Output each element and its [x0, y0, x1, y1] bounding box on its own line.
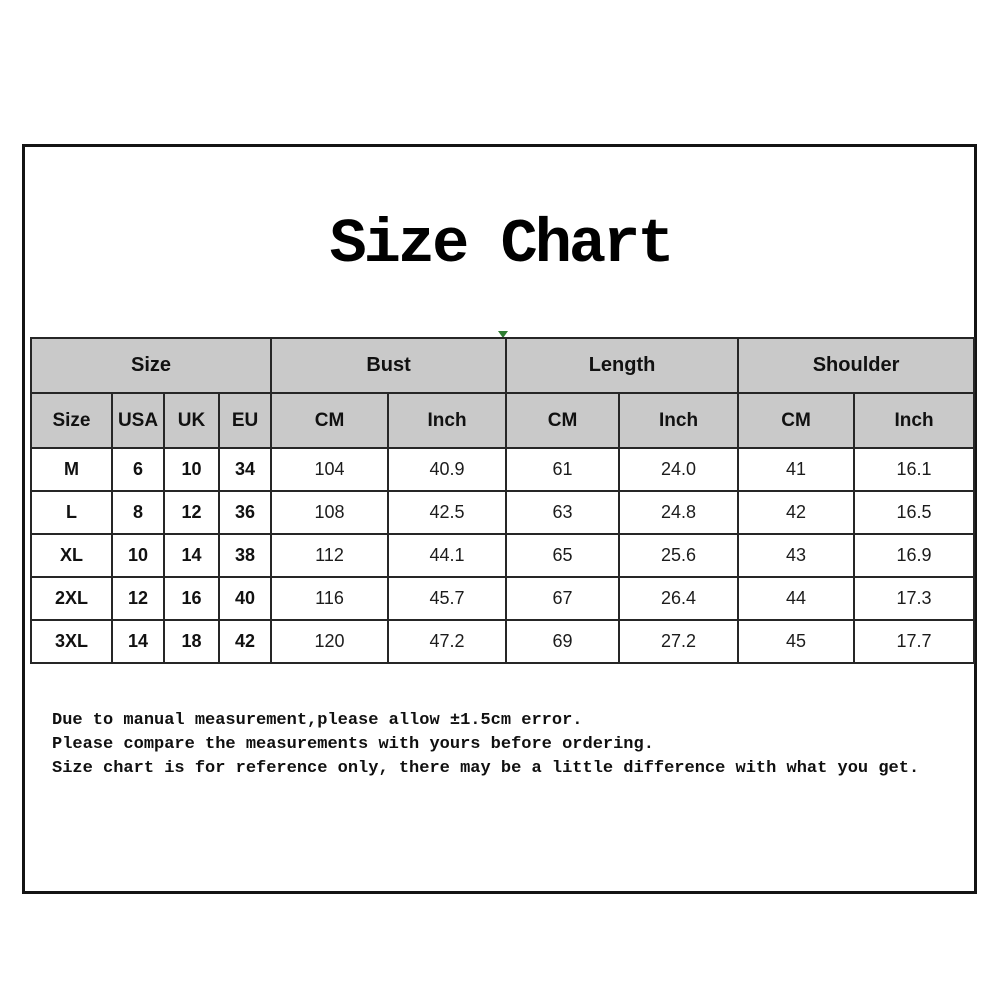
table-cell: 67 — [505, 576, 621, 621]
table-row-2xl: 2XL 12 16 40 116 45.7 67 26.4 44 17.3 — [30, 576, 976, 621]
table-row-xl: XL 10 14 38 112 44.1 65 25.6 43 16.9 — [30, 533, 976, 578]
note-line-2: Please compare the measurements with you… — [52, 735, 654, 754]
table-cell: 69 — [505, 619, 621, 664]
size-label-cell: XL — [30, 533, 113, 578]
subheader-eu: EU — [217, 392, 273, 449]
table-cell: 17.7 — [853, 619, 976, 664]
table-cell: 44.1 — [387, 533, 508, 578]
table-cell: 108 — [270, 490, 390, 535]
table-cell: 41 — [737, 447, 856, 492]
subheader-shoulder-cm: CM — [737, 392, 856, 449]
size-label-cell: M — [30, 447, 113, 492]
table-cell: 43 — [737, 533, 856, 578]
size-label-cell: 3XL — [30, 619, 113, 664]
subheader-size: Size — [30, 392, 113, 449]
table-cell: 65 — [505, 533, 621, 578]
table-cell: 45.7 — [387, 576, 508, 621]
group-header-size: Size — [29, 337, 273, 394]
table-cell: 24.0 — [618, 447, 740, 492]
table-cell: 10 — [111, 533, 165, 578]
group-header-shoulder: Shoulder — [737, 337, 976, 394]
table-cell: 42 — [737, 490, 856, 535]
table-cell: 40 — [217, 576, 273, 621]
subheader-usa: USA — [111, 392, 165, 449]
table-cell: 27.2 — [618, 619, 740, 664]
table-cell: 26.4 — [618, 576, 740, 621]
table-cell: 36 — [217, 490, 273, 535]
subheader-uk: UK — [163, 392, 220, 449]
table-cell: 12 — [163, 490, 220, 535]
measurement-notes: Due to manual measurement,please allow ±… — [52, 709, 919, 781]
table-cell: 61 — [505, 447, 621, 492]
table-cell: 42 — [217, 619, 273, 664]
table-row-l: L 8 12 36 108 42.5 63 24.8 42 16.5 — [30, 490, 976, 535]
table-cell: 63 — [505, 490, 621, 535]
table-cell: 45 — [737, 619, 856, 664]
table-cell: 40.9 — [387, 447, 508, 492]
green-marker-icon — [498, 331, 508, 338]
table-cell: 34 — [217, 447, 273, 492]
table-cell: 10 — [163, 447, 220, 492]
size-chart-table: Size Bust Length Shoulder Size USA UK EU… — [29, 337, 976, 664]
table-cell: 16.1 — [853, 447, 976, 492]
table-cell: 18 — [163, 619, 220, 664]
subheader-length-inch: Inch — [618, 392, 740, 449]
table-cell: 104 — [270, 447, 390, 492]
size-label-cell: L — [30, 490, 113, 535]
table-cell: 14 — [163, 533, 220, 578]
group-header-length: Length — [505, 337, 740, 394]
size-label-cell: 2XL — [30, 576, 113, 621]
subheader-length-cm: CM — [505, 392, 621, 449]
table-cell: 6 — [111, 447, 165, 492]
table-cell: 120 — [270, 619, 390, 664]
note-line-3: Size chart is for reference only, there … — [52, 759, 920, 778]
table-cell: 38 — [217, 533, 273, 578]
table-cell: 16.5 — [853, 490, 976, 535]
group-header-row: Size Bust Length Shoulder — [29, 337, 976, 394]
table-cell: 12 — [111, 576, 165, 621]
sub-header-row: Size USA UK EU CM Inch CM Inch CM Inch — [30, 392, 976, 449]
table-row-3xl: 3XL 14 18 42 120 47.2 69 27.2 45 17.7 — [30, 619, 976, 664]
subheader-bust-cm: CM — [270, 392, 390, 449]
table-cell: 8 — [111, 490, 165, 535]
table-cell: 16.9 — [853, 533, 976, 578]
table-cell: 25.6 — [618, 533, 740, 578]
table-cell: 44 — [737, 576, 856, 621]
table-cell: 14 — [111, 619, 165, 664]
subheader-bust-inch: Inch — [387, 392, 508, 449]
group-header-bust: Bust — [270, 337, 508, 394]
page-title: Size Chart — [329, 209, 674, 280]
subheader-shoulder-inch: Inch — [853, 392, 976, 449]
table-row-m: M 6 10 34 104 40.9 61 24.0 41 16.1 — [30, 447, 976, 492]
table-cell: 17.3 — [853, 576, 976, 621]
table-cell: 42.5 — [387, 490, 508, 535]
table-cell: 112 — [270, 533, 390, 578]
table-cell: 16 — [163, 576, 220, 621]
table-cell: 24.8 — [618, 490, 740, 535]
table-cell: 116 — [270, 576, 390, 621]
note-line-1: Due to manual measurement,please allow ±… — [52, 711, 583, 730]
table-cell: 47.2 — [387, 619, 508, 664]
